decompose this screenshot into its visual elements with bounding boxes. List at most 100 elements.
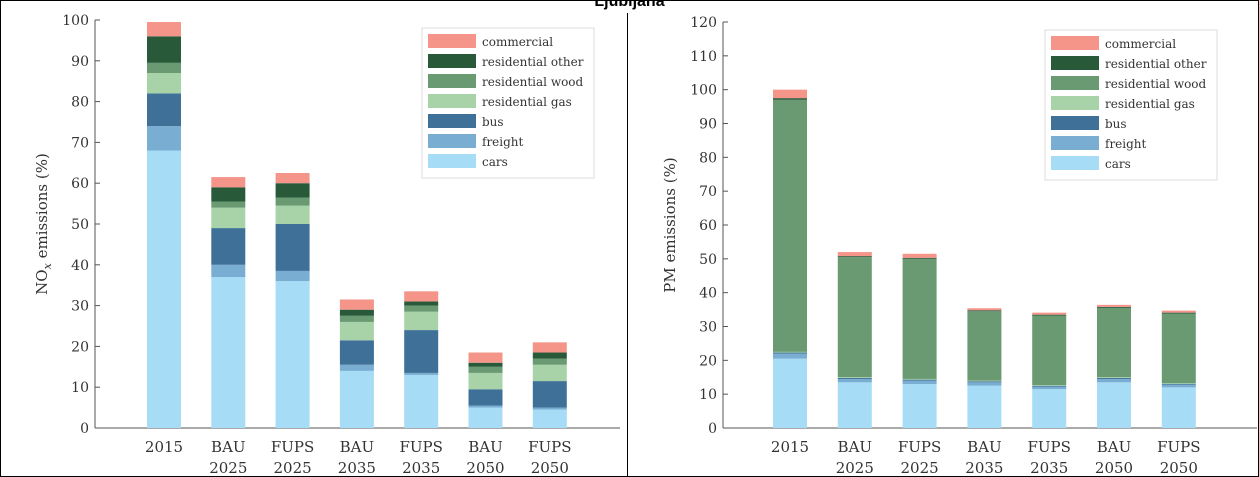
bar-segment-freight	[468, 405, 503, 408]
y-tick-label: 30	[699, 320, 717, 336]
bar-segment-residential-gas	[1032, 385, 1067, 386]
bar-segment-freight	[1032, 386, 1067, 390]
x-tick-label: 2035	[1030, 459, 1068, 475]
y-tick-label: 100	[62, 13, 89, 29]
x-tick-label: 2015	[145, 438, 183, 456]
bar-segment-commercial	[837, 252, 872, 257]
x-tick-label: 2035	[338, 459, 376, 475]
bar-segment-residential-other	[837, 256, 872, 258]
bar-segment-residential-other	[404, 301, 439, 306]
bar-segment-residential-wood	[211, 201, 246, 208]
bar-segment-cars	[275, 281, 310, 428]
bar-segment-freight	[404, 372, 439, 375]
legend-label: commercial	[1105, 37, 1176, 51]
legend-label: residential other	[1105, 57, 1207, 71]
bar-segment-freight	[1161, 384, 1196, 388]
x-tick-label: FUPS	[271, 438, 314, 456]
bar-segment-bus	[147, 93, 181, 127]
bar-segment-residential-other	[468, 362, 503, 367]
y-tick-label: 90	[699, 117, 717, 133]
bar-segment-residential-wood	[468, 366, 503, 373]
bar-segment-bus	[339, 340, 374, 365]
x-tick-label: 2050	[531, 459, 569, 475]
legend-label: cars	[1105, 157, 1131, 171]
bar-segment-residential-other	[1097, 306, 1131, 308]
bar-segment-freight	[532, 407, 567, 410]
bar-segment-cars	[468, 407, 503, 428]
bar-segment-bus	[275, 224, 310, 271]
y-tick-label: 70	[699, 184, 717, 200]
legend-swatch	[428, 154, 476, 168]
x-tick-label: 2025	[209, 459, 247, 475]
x-tick-label: 2035	[402, 459, 440, 475]
bar-segment-residential-wood	[339, 315, 374, 322]
bar-segment-commercial	[404, 291, 439, 302]
bar-segment-freight	[902, 380, 937, 385]
bar-segment-residential-other	[275, 183, 310, 198]
x-tick-label: 2025	[901, 459, 939, 475]
x-tick-label: FUPS	[898, 438, 941, 456]
bar-segment-residential-other	[1161, 312, 1196, 314]
legend-swatch	[428, 114, 476, 128]
bar-segment-bus	[967, 381, 1002, 383]
y-tick-label: 120	[690, 15, 717, 31]
bar-segment-cars	[211, 277, 246, 428]
y-tick-label: 40	[71, 258, 89, 274]
bar-segment-residential-wood	[1032, 315, 1067, 386]
y-tick-label: 90	[71, 54, 89, 70]
bar-segment-bus	[468, 389, 503, 406]
bar-segment-residential-gas	[532, 364, 567, 382]
legend-label: residential other	[482, 55, 584, 69]
y-tick-label: 80	[699, 150, 717, 166]
bar-segment-commercial	[773, 89, 807, 99]
legend-box	[421, 27, 595, 179]
bar-segment-bus	[902, 379, 937, 381]
x-tick-label: 2050	[466, 459, 504, 475]
nox-emissions-chart: 0 10 20 30 40 50 60 70 80 90 100 NOx emissions (%) 2…	[33, 13, 620, 475]
x-tick-label: 2050	[1160, 459, 1198, 475]
bar-segment-bus	[1032, 385, 1067, 387]
y-tick-label: 70	[71, 135, 89, 151]
x-tick-label: FUPS	[399, 438, 442, 456]
x-tick-label: BAU	[211, 438, 246, 456]
legend-swatch	[1051, 56, 1099, 70]
legend-swatch	[1051, 36, 1099, 50]
bar-segment-commercial	[1161, 310, 1196, 313]
bar-segment-commercial	[211, 177, 246, 188]
legend-swatch	[428, 54, 476, 68]
bar-segment-cars	[902, 384, 937, 428]
x-tick-label: 2015	[771, 438, 809, 456]
bar-segment-residential-gas	[902, 378, 937, 380]
bar-segment-bus	[532, 381, 567, 408]
bar-segment-freight	[275, 270, 310, 282]
bar-segment-bus	[211, 228, 246, 265]
bar-segment-cars	[773, 358, 807, 428]
legend-label: residential gas	[1105, 97, 1195, 111]
legend-label: residential wood	[482, 75, 584, 89]
y-axis-label: NOx emissions (%)	[33, 153, 54, 295]
legend-label: freight	[1105, 137, 1147, 151]
bar-segment-freight	[967, 382, 1002, 386]
bar-segment-residential-other	[773, 98, 807, 100]
bar-segment-commercial	[1032, 312, 1067, 315]
bar-segment-cars	[1097, 382, 1131, 428]
y-tick-label: 110	[690, 49, 717, 65]
bar-segment-residential-gas	[967, 380, 1002, 382]
bar-segment-freight	[339, 364, 374, 371]
bar-segment-residential-gas	[211, 207, 246, 229]
legend-label: residential wood	[1105, 77, 1207, 91]
y-tick-label: 100	[690, 83, 717, 99]
bar-segment-commercial	[468, 352, 503, 363]
bar-segment-freight	[1097, 378, 1131, 383]
bar-segment-residential-wood	[902, 258, 937, 379]
bar-segment-residential-gas	[147, 73, 181, 94]
legend-swatch	[428, 74, 476, 88]
bar-segment-residential-gas	[1097, 377, 1131, 378]
x-tick-label: 2025	[836, 459, 874, 475]
x-tick-label: BAU	[967, 438, 1002, 456]
bar-segment-commercial	[275, 173, 310, 184]
bar-segment-residential-gas	[837, 377, 872, 378]
bar-segment-residential-wood	[275, 197, 310, 206]
bar-segment-cars	[1161, 387, 1196, 428]
bar-segment-bus	[1161, 383, 1196, 385]
